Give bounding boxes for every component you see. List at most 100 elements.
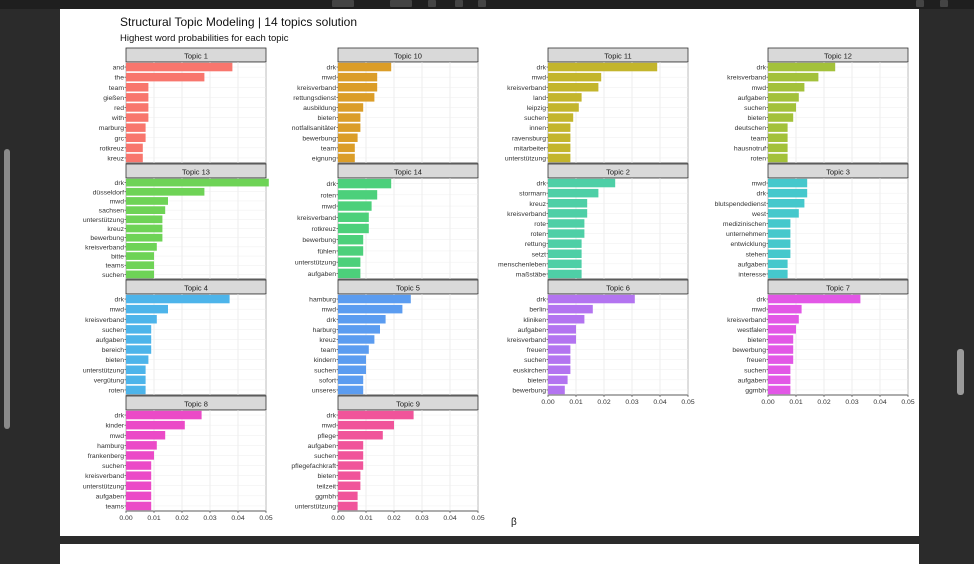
topic-5-term-label: suchen [314,367,336,374]
topic-9-x-tick-label: 0.02 [387,515,400,522]
topic-2-bar [548,188,599,198]
figure-title: Structural Topic Modeling | 14 topics so… [120,15,358,29]
topic-3-bar [768,249,791,258]
topic-9-bar [338,461,364,470]
topic-7-x-tick-label: 0.03 [845,399,858,406]
topic-14-bar [338,178,392,189]
topic-3-bar [768,259,788,269]
topic-12-term-label: kreisverband [727,75,766,82]
topic-6-bar [548,304,593,314]
topic-3-bar [768,269,788,279]
topic-1-bar [126,83,149,92]
topic-6-term-label: freuen [527,347,546,354]
left-scrollbar-thumb[interactable] [4,149,10,429]
topic-12-strip-label: Topic 12 [824,52,852,61]
topic-5-bar [338,365,366,374]
topic-9-term-label: mwd [322,423,337,430]
topic-13-term-label: teams [105,263,124,270]
topic-3-term-label: blutspendedienst [715,201,767,208]
topic-8-term-label: aufgaben [96,493,125,500]
topic-9-bar [338,410,414,420]
topic-7-term-label: bieten [747,337,766,344]
topic-8-bar [126,451,154,460]
print-icon[interactable] [455,0,463,7]
topic-9-x-tick-label: 0.05 [471,515,484,522]
settings-icon[interactable] [916,0,924,7]
topic-7-x-tick-label: 0.00 [761,399,774,406]
topic-1-strip-label: Topic 1 [184,52,208,61]
rotate-icon[interactable] [428,0,436,7]
topic-3-term-label: west [751,211,766,218]
topic-3-term-label: entwicklung [730,241,766,248]
topic-11-bar [548,72,602,82]
topic-10-bar [338,143,355,153]
topic-6-bar [548,325,576,334]
topic-4-term-label: unterstützung [83,367,124,374]
topic-2-bar [548,219,585,228]
topic-9-bar [338,451,364,460]
topic-14-term-label: drk [327,181,337,188]
topic-13-bar [126,252,154,260]
x-axis-label: β [511,517,517,528]
topic-4-term-label: roten [109,387,125,394]
right-scrollbar[interactable] [954,9,974,564]
topic-4-term-label: kreisverband [85,317,124,324]
topic-1-bar [126,103,149,112]
topic-13-term-label: unterstützung [83,217,124,224]
topic-2-term-label: roten [531,231,547,238]
topic-6-bar [548,385,565,395]
more-icon[interactable] [940,0,948,7]
topic-13-bar [126,187,205,196]
topic-7-term-label: freuen [747,357,766,364]
topic-6-x-tick-label: 0.05 [681,399,694,406]
topic-8-term-label: frankenberg [88,453,124,460]
topic-12-term-label: hausnotruf [734,145,766,152]
topic-facet-chart: Topic 1 and the team gießen red with marburg grc… [83,47,915,522]
topic-6-term-label: bewerbung [512,387,546,394]
topic-12-bar [768,83,805,92]
topic-7-term-label: kreisverband [727,317,766,324]
history-icon[interactable] [478,0,486,7]
topic-3-term-label: aufgaben [738,261,767,268]
topic-4-bar [126,365,146,374]
topic-9-x-tick-label: 0.00 [331,515,344,522]
topic-1-bar [126,113,149,122]
topic-12-term-label: bieten [747,115,766,122]
topic-7-bar [768,315,799,324]
topic-6-bar [548,294,635,304]
topic-10-term-label: rettungsdienst [293,95,336,102]
figure-subtitle: Highest word probabilities for each topi… [120,33,289,44]
topic-10-bar [338,133,358,142]
topic-13-term-label: suchen [102,272,124,279]
topic-8-x-tick-label: 0.05 [259,515,272,522]
topic-9-x-tick-label: 0.01 [359,515,372,522]
topic-9-term-label: ggmbh [315,493,336,500]
topic-13-bar [126,206,166,214]
topic-11-bar [548,62,658,72]
topic-4-bar [126,315,157,324]
topic-7-x-tick-label: 0.04 [873,399,886,406]
topic-12-bar [768,123,788,132]
topic-4-bar [126,304,168,314]
topic-11-bar [548,83,599,92]
topic-2-term-label: rote [534,221,546,228]
zoom-control[interactable] [390,0,412,7]
topic-1-bar [126,143,143,153]
topic-11-bar [548,113,574,122]
topic-8-bar [126,491,152,501]
topic-12-bar [768,153,788,163]
topic-6-bar [548,355,571,364]
topic-1-bar [126,123,146,132]
topic-7-x-tick-label: 0.01 [789,399,802,406]
topic-3-term-label: mwd [752,181,767,188]
topic-1-term-label: kreuz [107,155,124,162]
topic-11-strip-label: Topic 11 [604,52,631,61]
topic-10-term-label: drk [327,65,337,72]
toolbar-control[interactable] [332,0,354,7]
right-scrollbar-thumb[interactable] [957,349,964,395]
topic-6-x-tick-label: 0.00 [541,399,554,406]
topic-4-term-label: bieten [105,357,124,364]
topic-2-term-label: kreisverband [507,211,546,218]
topic-1-bar [126,72,205,82]
topic-1-bar [126,133,146,142]
